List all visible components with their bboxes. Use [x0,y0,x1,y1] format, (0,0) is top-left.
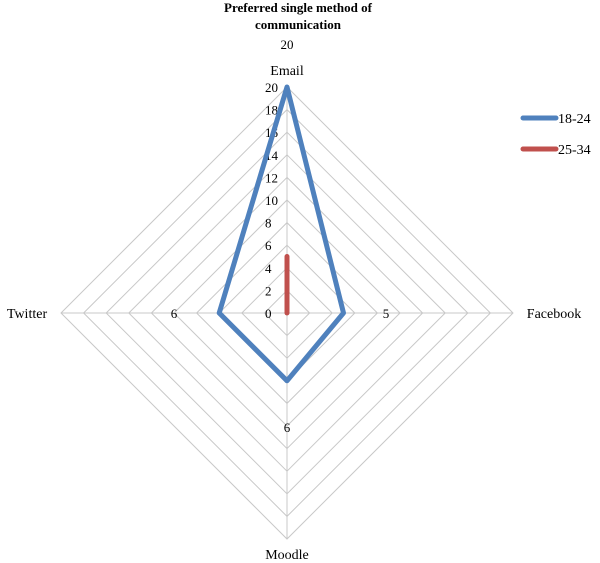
axis-label-twitter: Twitter [7,307,48,322]
data-label-facebook: 5 [383,306,390,321]
tick-label-6: 6 [265,238,272,253]
chart-title-line-2: communication [255,17,342,32]
legend-label-18-24: 18-24 [558,112,591,127]
legend-label-25-34: 25-34 [558,143,591,158]
axis-label-moodle: Moodle [265,548,309,563]
tick-label-18: 18 [265,103,278,118]
tick-label-8: 8 [265,216,272,231]
tick-label-20: 20 [265,80,278,95]
tick-label-2: 2 [265,283,272,298]
data-label-email: 20 [281,37,294,52]
tick-label-0: 0 [265,306,272,321]
radar-series [216,84,346,384]
chart-title-line-1: Preferred single method of [224,0,373,15]
data-label-moodle: 6 [284,420,291,435]
axis-label-email: Email [270,64,304,79]
tick-label-4: 4 [265,261,272,276]
data-label-twitter: 6 [171,306,178,321]
series-18-24 [216,84,346,384]
legend: 18-24 25-34 [520,112,591,158]
tick-label-12: 12 [265,170,278,185]
tick-label-10: 10 [265,193,278,208]
axis-label-facebook: Facebook [527,307,581,322]
